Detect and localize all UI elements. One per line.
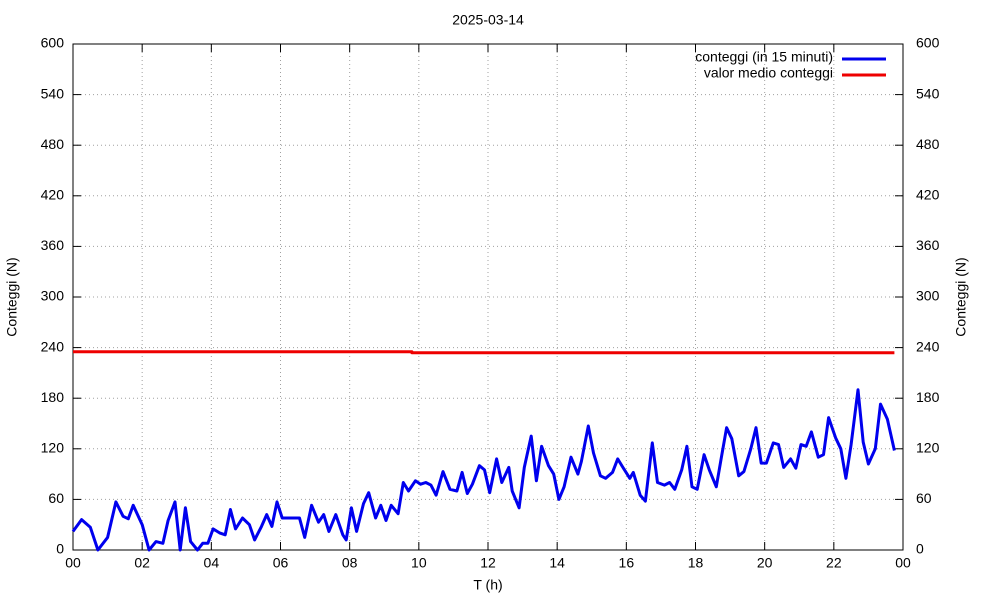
y2-tick-label: 240: [916, 338, 940, 354]
y2-tick-label: 540: [916, 85, 940, 101]
y-tick-label: 600: [41, 35, 65, 51]
y2-tick-label: 60: [916, 490, 932, 506]
y2-axis-label: Conteggi (N): [953, 257, 969, 336]
y-tick-label: 180: [41, 389, 65, 405]
x-tick-label: 04: [204, 555, 220, 571]
x-tick-label: 10: [411, 555, 427, 571]
x-tick-label: 06: [273, 555, 289, 571]
series-line: [73, 350, 895, 355]
chart-title: 2025-03-14: [452, 12, 524, 28]
x-tick-label: 00: [65, 555, 81, 571]
y2-tick-label: 480: [916, 136, 940, 152]
y2-tick-label: 0: [916, 541, 924, 557]
y-tick-label: 300: [41, 288, 65, 304]
y2-tick-label: 600: [916, 35, 940, 51]
y-tick-label: 0: [56, 541, 64, 557]
y-axis-label: Conteggi (N): [4, 257, 20, 336]
y-tick-label: 540: [41, 85, 65, 101]
y2-tick-label: 120: [916, 440, 940, 456]
x-tick-label: 22: [826, 555, 842, 571]
x-tick-label: 14: [549, 555, 565, 571]
y2-tick-label: 300: [916, 288, 940, 304]
x-tick-label: 12: [480, 555, 496, 571]
y2-tick-label: 420: [916, 187, 940, 203]
y-tick-label: 480: [41, 136, 65, 152]
y-tick-label: 420: [41, 187, 65, 203]
x-tick-label: 02: [134, 555, 150, 571]
y2-tick-label: 360: [916, 237, 940, 253]
y2-tick-label: 180: [916, 389, 940, 405]
y-tick-label: 60: [48, 490, 64, 506]
legend-label: conteggi (in 15 minuti): [695, 49, 833, 65]
y-tick-label: 240: [41, 338, 65, 354]
x-tick-label: 18: [688, 555, 704, 571]
series-line: [71, 388, 896, 552]
x-tick-label: 00: [895, 555, 911, 571]
x-tick-label: 08: [342, 555, 358, 571]
x-axis-label: T (h): [473, 577, 502, 593]
y-tick-label: 120: [41, 440, 65, 456]
x-tick-label: 20: [757, 555, 773, 571]
x-tick-label: 16: [619, 555, 635, 571]
y-tick-label: 360: [41, 237, 65, 253]
legend-label: valor medio conteggi: [704, 65, 833, 81]
plot-frame: [72, 43, 904, 551]
